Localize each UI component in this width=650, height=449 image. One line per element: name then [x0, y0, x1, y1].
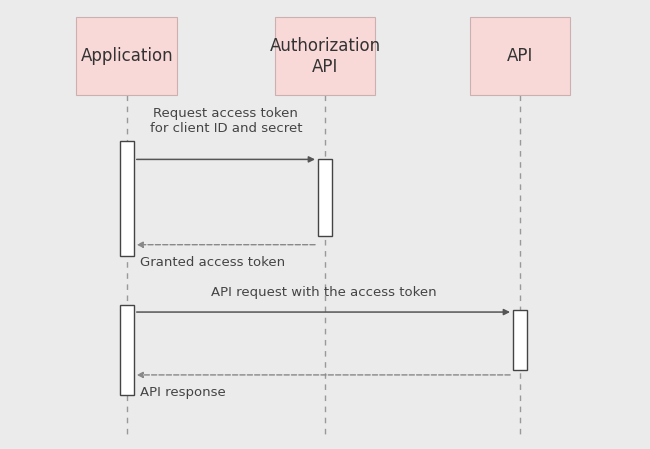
- Text: Granted access token: Granted access token: [140, 256, 285, 269]
- Text: Authorization
API: Authorization API: [270, 37, 380, 75]
- Bar: [120, 305, 134, 395]
- FancyBboxPatch shape: [469, 17, 571, 96]
- Text: API: API: [507, 47, 533, 65]
- Text: API request with the access token: API request with the access token: [211, 286, 436, 299]
- Bar: [513, 310, 527, 370]
- Bar: [120, 141, 134, 256]
- FancyBboxPatch shape: [77, 17, 177, 96]
- Text: Request access token
for client ID and secret: Request access token for client ID and s…: [150, 107, 302, 135]
- Text: Application: Application: [81, 47, 173, 65]
- Text: API response: API response: [140, 386, 226, 399]
- FancyBboxPatch shape: [274, 17, 376, 96]
- Bar: [318, 159, 332, 236]
